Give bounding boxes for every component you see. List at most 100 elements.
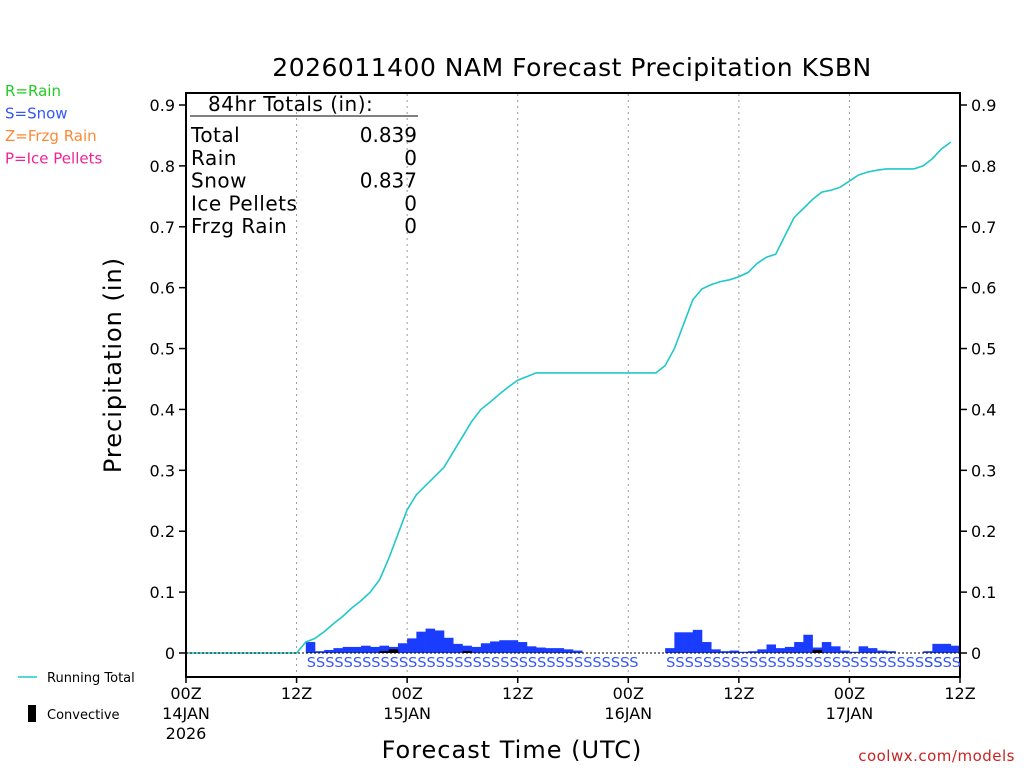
totals-title: 84hr Totals (in): [208,92,373,116]
snow-bar [794,642,804,653]
ptype-legend-item: R=Rain [5,82,61,100]
y-tick-label-left: 0.4 [150,400,175,419]
y-tick-label-left: 0.9 [150,96,175,115]
convective-legend-swatch [28,705,36,722]
snow-bar [379,645,390,653]
y-tick-label-left: 0.6 [150,279,175,298]
snow-bar [351,646,362,653]
y-tick-label-right: 0.8 [971,157,996,176]
totals-row-value: 0 [404,214,417,238]
x-tick-date: 17JAN [826,704,874,723]
ptype-legend-item: P=Ice Pellets [5,150,102,168]
ptype-rows: SSSSSSSSSSSSSSSSSSSSSSSSSSSSSSSSSSSS SSSS… [307,656,961,671]
totals-row-label: Ice Pellets [191,191,297,215]
snow-bar [849,651,859,653]
snow-bar [858,646,869,653]
y-tick-label-right: 0.4 [971,400,996,419]
snow-bar [471,646,482,653]
snow-bar [545,648,555,653]
x-tick-date: 16JAN [604,704,652,723]
snow-bar [370,646,380,653]
snow-bar [397,643,408,653]
snow-bar [407,638,417,653]
snow-bar [462,645,472,653]
snow-bar [766,644,777,653]
totals-row-label: Snow [191,169,247,193]
x-tick-label: 12Z [281,684,312,703]
snow-bar [683,632,694,653]
snow-bar [738,651,749,653]
snow-bar [563,649,574,653]
ptype-legend: R=Rain S=Snow Z=Frzg Rain P=Ice Pellets [5,82,102,168]
convective-legend-label: Convective [47,708,120,723]
snow-bar [729,650,740,653]
running-total-legend-label: Running Total [47,671,135,686]
credit-text: coolwx.com/models [858,747,1015,765]
y-tick-label-left: 0.8 [150,157,175,176]
snow-bar [342,646,353,653]
snow-bar [499,640,509,653]
snow-bar [674,632,684,653]
snow-bar [784,646,795,653]
x-tick-label: 00Z [613,684,644,703]
snow-bar [941,643,952,653]
y-tick-label-left: 0.3 [150,461,175,480]
totals-row-label: Frzg Rain [191,214,287,238]
snow-bar [333,648,343,653]
y-tick-label-right: 0.7 [971,218,996,237]
snow-bar [315,651,325,653]
snow-bar [720,651,730,653]
snow-bar [711,649,721,653]
snow-bar [923,651,933,653]
bottom-legend: Running Total Convective [18,671,135,723]
snow-bar [305,642,316,653]
totals-row-value: 0.839 [360,123,417,147]
totals-row-value: 0 [404,146,417,170]
snow-bar [508,640,519,653]
snow-bar [517,642,528,653]
y-tick-label-right: 0.5 [971,340,996,359]
y-tick-label-left: 0.5 [150,340,175,359]
snow-bar [554,648,565,653]
y-tick-label-right: 0.3 [971,461,996,480]
y-tick-label-left: 0 [165,644,175,663]
snow-bar [821,642,832,653]
snow-bar [702,642,712,653]
running-total-series [186,141,952,654]
totals-row-value: 0.837 [360,169,417,193]
y-tick-label-left: 0.2 [150,522,175,541]
snow-bar [361,645,371,653]
convective-bar [379,651,390,653]
snow-bar [886,651,896,653]
x-tick-year: 2026 [166,724,207,743]
ptype-legend-item: S=Snow [5,105,68,123]
snow-bar [324,649,334,653]
snow-bar [573,650,583,653]
chart-title: 2026011400 NAM Forecast Precipitation KS… [272,53,871,82]
snow-bar [526,646,537,653]
y-tick-label-right: 0.9 [971,96,996,115]
snow-bar [490,641,500,653]
snow-bar [480,643,491,653]
snow-bar [840,650,850,653]
y-tick-label-right: 0.1 [971,583,996,602]
x-tick-label: 00Z [391,684,422,703]
snow-bar [536,647,546,653]
y-tick-label-left: 0.1 [150,583,175,602]
totals-row-label: Rain [191,146,237,170]
bar-series [305,628,961,653]
running-total-line [186,141,952,654]
snow-bar [692,629,703,653]
x-axis-label: Forecast Time (UTC) [382,736,643,764]
convective-bar [462,651,472,653]
ptype-row: SSSSSSSSSSSSSSSSSSSSSSSSSSSSSS [666,656,942,671]
snow-bar [416,631,426,653]
ptype-row: SSSS [924,656,961,671]
plot-frame [185,92,961,678]
snow-bar [867,648,878,653]
ptype-row: SSSSSSSSSSSSSSSSSSSSSSSSSSSSSSSSSSSS [307,656,639,671]
snow-bar [950,645,961,653]
y-tick-label-right: 0 [971,644,981,663]
